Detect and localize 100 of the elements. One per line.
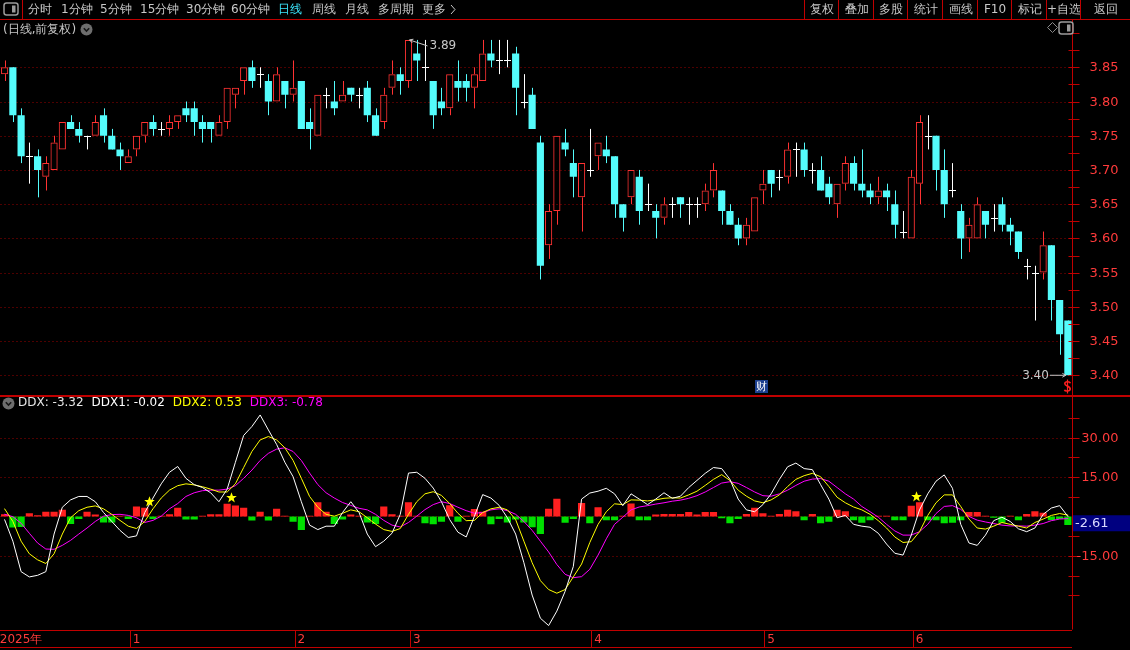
y-tick-label: 3.60	[1089, 229, 1119, 245]
candlestick	[775, 169, 784, 191]
candlestick	[981, 210, 990, 239]
candlestick	[586, 128, 595, 178]
text: 返回	[1080, 0, 1130, 19]
bar	[800, 516, 808, 521]
text: DDX2: 0.53	[172, 395, 242, 410]
candlestick	[281, 80, 289, 109]
text: 月线	[345, 2, 369, 17]
candlestick	[924, 114, 933, 150]
candlestick	[726, 203, 734, 226]
candlestick	[421, 39, 430, 82]
candlestick	[248, 59, 256, 89]
x-tick-label: 2	[297, 631, 306, 646]
x-tick-label: 3	[412, 631, 421, 646]
bar	[454, 516, 462, 522]
text: +自选	[1046, 0, 1082, 19]
text: 分时	[28, 2, 52, 17]
candlestick	[1014, 231, 1023, 260]
y-tick-label: 3.45	[1089, 332, 1119, 348]
text: DDX3: -0.78	[249, 395, 324, 410]
text: 更多	[422, 2, 446, 17]
text: F10	[977, 0, 1012, 19]
candlestick	[866, 183, 874, 205]
candlestick	[676, 196, 685, 219]
candlestick	[1006, 217, 1014, 246]
text: 日线	[278, 2, 302, 17]
text: 60分钟	[231, 2, 271, 17]
y-tick-label: 30.00	[1081, 429, 1119, 445]
y-tick-label: 3.70	[1089, 161, 1119, 177]
text: 多股	[873, 0, 908, 19]
candlestick	[882, 183, 891, 212]
candlestick	[355, 87, 364, 109]
text: 标记	[1011, 0, 1047, 19]
candlestick	[149, 114, 157, 137]
y-tick-label: 3.50	[1089, 298, 1119, 314]
candlestick	[256, 66, 265, 89]
candlestick	[116, 142, 124, 171]
candlestick	[718, 189, 726, 226]
annotation: 3.89	[429, 38, 457, 53]
bar	[248, 516, 256, 521]
chart-title: (日线,前复权)	[3, 22, 77, 36]
candlestick	[668, 196, 677, 219]
y-tick-label: 3.75	[1089, 127, 1119, 143]
text: 画线	[942, 0, 978, 19]
candlestick	[808, 162, 817, 185]
candlestick	[75, 121, 83, 144]
x-tick-label: 2025年	[0, 631, 43, 646]
text: 30分钟	[186, 2, 226, 17]
text: 15分钟	[140, 2, 180, 17]
bar	[124, 516, 132, 520]
text: 周线	[312, 2, 336, 17]
x-tick-label: 5	[767, 631, 775, 646]
candlestick	[948, 162, 957, 198]
candlestick	[800, 142, 808, 178]
y-tick-label: 3.80	[1089, 93, 1119, 109]
candlestick	[322, 87, 331, 109]
annotation: 财	[755, 380, 768, 393]
candlestick	[767, 169, 775, 198]
candlestick	[990, 203, 999, 233]
text: 多周期	[378, 2, 414, 17]
bar	[1014, 516, 1023, 521]
text: 1分钟	[61, 2, 93, 17]
y-tick-label: 3.55	[1089, 264, 1119, 280]
candlestick	[849, 155, 858, 191]
candlestick	[396, 66, 404, 96]
annotation: 3.40	[1022, 368, 1049, 383]
text: -2.61	[1075, 514, 1109, 530]
y-tick-label: -15.00	[1076, 547, 1119, 563]
y-tick-label: 3.85	[1089, 58, 1119, 74]
y-tick-label: 3.65	[1089, 195, 1119, 211]
candlestick	[25, 142, 34, 185]
candlestick	[1031, 265, 1040, 322]
candlestick	[602, 135, 610, 164]
candlestick	[99, 107, 108, 144]
text: 复权	[804, 0, 839, 19]
candlestick	[891, 189, 899, 239]
candlestick	[371, 107, 380, 137]
y-tick-label: 3.40	[1089, 366, 1119, 382]
x-tick-label: 4	[594, 631, 602, 646]
candlestick	[264, 73, 272, 116]
candlestick	[487, 39, 495, 68]
y-tick-label: 15.00	[1081, 468, 1119, 484]
text: 统计	[907, 0, 943, 19]
candlestick	[34, 148, 42, 198]
candlestick	[899, 210, 908, 239]
candlestick	[644, 183, 653, 212]
text: DDX1: -0.02	[91, 395, 165, 410]
candlestick	[1023, 258, 1032, 280]
candlestick	[998, 196, 1006, 233]
bar	[586, 516, 594, 524]
bar	[594, 507, 602, 517]
text: 叠加	[838, 0, 874, 19]
candlestick	[569, 148, 577, 198]
candlestick	[619, 203, 627, 233]
text: 5分钟	[100, 2, 132, 17]
candlestick	[652, 203, 660, 239]
candlestick	[734, 217, 742, 246]
bar	[149, 516, 157, 520]
candlestick	[157, 121, 166, 137]
